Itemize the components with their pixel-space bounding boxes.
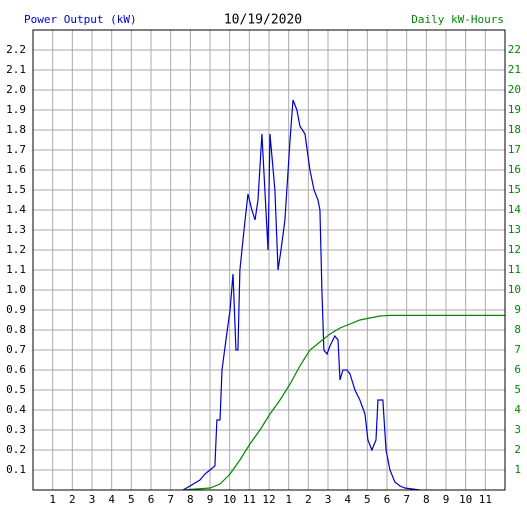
x-tick-label: 7 xyxy=(403,493,410,506)
x-tick-label: 5 xyxy=(364,493,371,506)
chart-title: 10/19/2020 xyxy=(224,13,302,28)
y2-tick-label: 5 xyxy=(514,383,521,396)
y-tick-label: 0.5 xyxy=(6,383,26,396)
y-tick-label: 1.5 xyxy=(6,183,26,196)
y-tick-label: 0.4 xyxy=(6,403,26,416)
y-tick-label: 1.2 xyxy=(6,243,26,256)
y-tick-label: 1.4 xyxy=(6,203,26,216)
y-tick-label: 1.8 xyxy=(6,123,26,136)
x-tick-label: 3 xyxy=(325,493,332,506)
y2-tick-label: 2 xyxy=(514,443,521,456)
y2-tick-label: 18 xyxy=(508,123,521,136)
x-tick-label: 6 xyxy=(384,493,391,506)
series-line xyxy=(183,314,505,491)
y2-tick-label: 10 xyxy=(508,283,521,296)
y-tick-label: 0.1 xyxy=(6,463,26,476)
y2-tick-label: 14 xyxy=(508,203,522,216)
y-tick-label: 1.7 xyxy=(6,143,26,156)
x-tick-label: 1 xyxy=(285,493,292,506)
y2-tick-label: 22 xyxy=(508,43,521,56)
y2-tick-label: 1 xyxy=(514,463,521,476)
x-tick-label: 1 xyxy=(49,493,56,506)
y-tick-label: 1.0 xyxy=(6,283,26,296)
y2-tick-label: 3 xyxy=(514,423,521,436)
y-tick-label: 2.2 xyxy=(6,43,26,56)
y-tick-label: 1.3 xyxy=(6,223,26,236)
y-tick-label: 0.6 xyxy=(6,363,26,376)
y2-tick-label: 15 xyxy=(508,183,521,196)
x-tick-label: 10 xyxy=(223,493,236,506)
x-tick-label: 11 xyxy=(479,493,492,506)
y2-tick-label: 16 xyxy=(508,163,521,176)
y2-tick-label: 13 xyxy=(508,223,521,236)
y2-tick-label: 19 xyxy=(508,103,521,116)
x-tick-label: 10 xyxy=(459,493,472,506)
y-tick-label: 0.2 xyxy=(6,443,26,456)
x-tick-label: 5 xyxy=(128,493,135,506)
x-tick-label: 8 xyxy=(187,493,194,506)
y2-tick-label: 6 xyxy=(514,363,521,376)
plot-frame xyxy=(32,29,506,491)
y-tick-label: 0.3 xyxy=(6,423,26,436)
x-tick-label: 9 xyxy=(207,493,214,506)
plot xyxy=(182,99,505,491)
y-tick-label: 1.1 xyxy=(6,263,26,276)
y2-axis-title: Daily kW-Hours xyxy=(411,13,504,26)
x-tick-label: 3 xyxy=(89,493,96,506)
y2-tick-label: 7 xyxy=(514,343,521,356)
x-tick-label: 2 xyxy=(69,493,76,506)
y2-tick-label: 11 xyxy=(508,263,521,276)
y-tick-label: 0.8 xyxy=(6,323,26,336)
y-tick-label: 1.9 xyxy=(6,103,26,116)
x-tick-label: 4 xyxy=(344,493,351,506)
y-tick-label: 2.1 xyxy=(6,63,26,76)
y-tick-label: 2.0 xyxy=(6,83,26,96)
x-tick-label: 7 xyxy=(167,493,174,506)
series-line xyxy=(182,99,420,491)
y2-tick-label: 4 xyxy=(514,403,521,416)
y2-tick-label: 20 xyxy=(508,83,521,96)
y-tick-label: 0.7 xyxy=(6,343,26,356)
y2-tick-label: 12 xyxy=(508,243,521,256)
x-tick-label: 4 xyxy=(108,493,115,506)
y-axis-title: Power Output (kW) xyxy=(24,13,137,26)
x-tick-label: 6 xyxy=(148,493,155,506)
y2-tick-label: 8 xyxy=(514,323,521,336)
y2-tick-label: 21 xyxy=(508,63,521,76)
x-tick-label: 12 xyxy=(262,493,275,506)
y-tick-label: 1.6 xyxy=(6,163,26,176)
x-tick-label: 8 xyxy=(423,493,430,506)
y-tick-label: 0.9 xyxy=(6,303,26,316)
y2-tick-label: 9 xyxy=(514,303,521,316)
x-tick-label: 2 xyxy=(305,493,312,506)
x-tick-label: 9 xyxy=(443,493,450,506)
y2-tick-label: 17 xyxy=(508,143,521,156)
x-tick-label: 11 xyxy=(243,493,256,506)
